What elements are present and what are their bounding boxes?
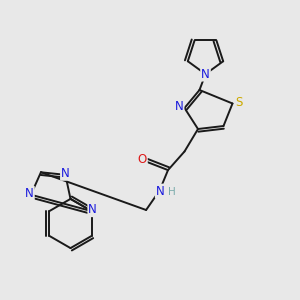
Text: S: S <box>236 95 243 109</box>
Text: O: O <box>138 153 147 166</box>
Text: N: N <box>175 100 184 113</box>
Text: N: N <box>156 184 165 198</box>
Text: N: N <box>25 187 34 200</box>
Text: H: H <box>168 187 176 197</box>
Text: N: N <box>88 203 97 216</box>
Text: N: N <box>201 68 210 81</box>
Text: N: N <box>61 167 70 180</box>
